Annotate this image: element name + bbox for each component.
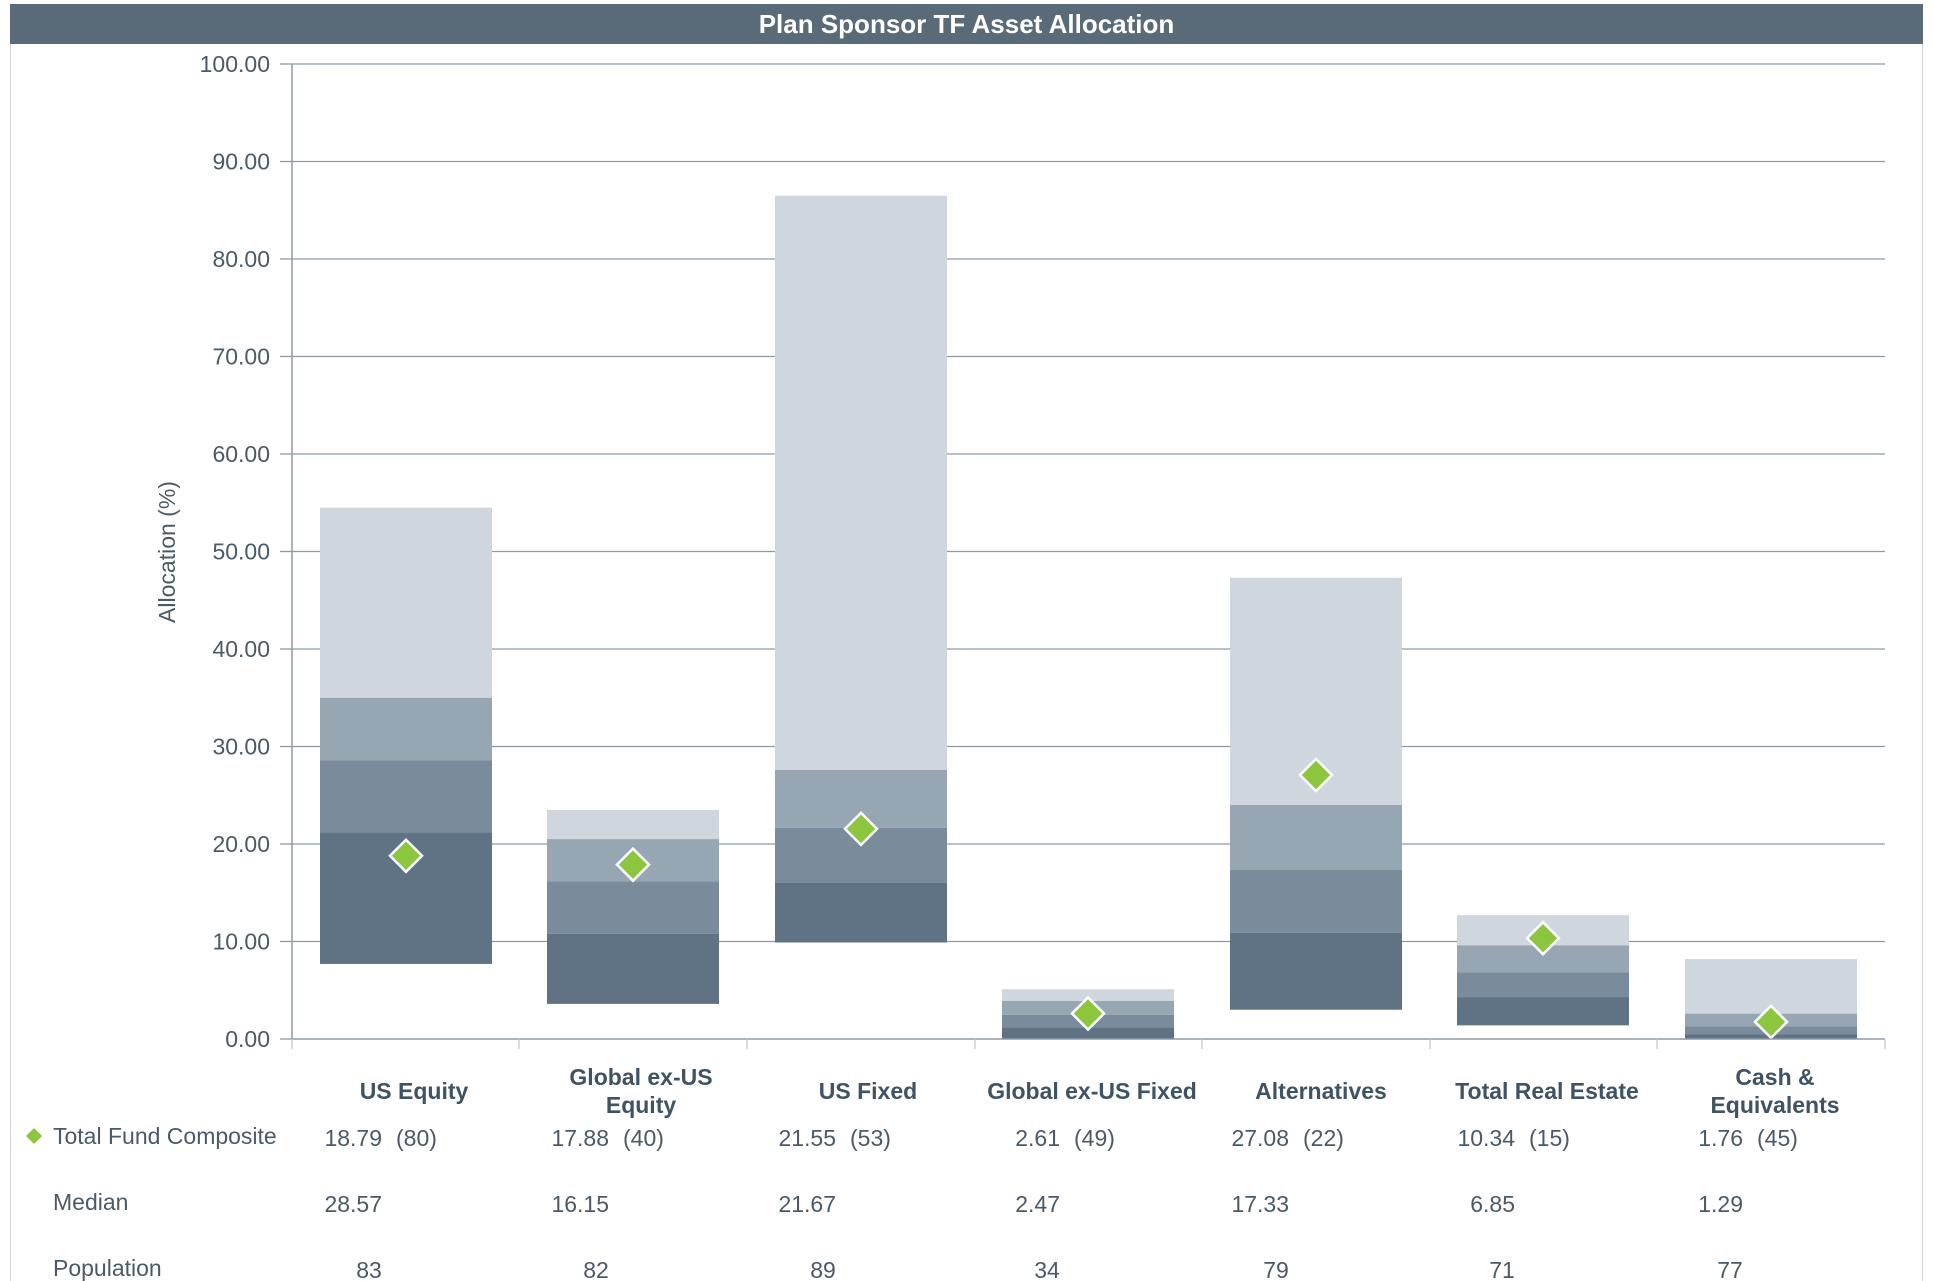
composite-markers [388,757,1789,1040]
composite-marker [1070,995,1106,1032]
category-label: Global ex-US Fixed [987,1078,1197,1104]
category-label: Cash & [1735,1064,1814,1090]
median-value: 16.15 [551,1191,609,1217]
y-axis-ticks: 0.00 10.00 20.00 30.00 40.00 50.00 60.00 70.00 8… [200,51,292,1052]
band-95-75 [547,809,719,840]
y-tick-label: 20.00 [212,831,270,857]
y-tick-label: 40.00 [212,636,270,662]
composite-marker [615,846,651,883]
y-tick-label: 30.00 [212,734,270,760]
composite-rank: (45) [1757,1125,1798,1151]
composite-value: 27.08 [1231,1125,1289,1151]
composite-rank: (49) [1074,1125,1115,1151]
composite-marker [1753,1004,1789,1040]
y-tick-label: 50.00 [212,539,270,565]
composite-marker [1525,920,1561,956]
population-value: 83 [356,1257,382,1281]
category-label: US Equity [360,1078,469,1104]
band-median-25 [1230,870,1402,933]
y-tick-label: 10.00 [212,929,270,955]
composite-marker [388,838,424,874]
band-95-75 [1002,989,1174,1001]
category-label: Equivalents [1710,1092,1839,1118]
category-label: Equity [606,1092,676,1118]
gridlines [292,63,1885,943]
row-label-composite: Total Fund Composite [53,1123,277,1149]
y-tick-label: 70.00 [212,344,270,370]
band-75-median [320,697,492,761]
band-25-5 [1457,997,1629,1026]
row-label-population: Population [53,1255,162,1281]
y-tick-label: 90.00 [212,149,270,175]
composite-value: 18.79 [324,1125,382,1151]
band-95-75 [320,507,492,698]
composite-value: 21.55 [778,1125,836,1151]
row-label-median: Median [53,1189,128,1215]
median-value: 2.47 [1015,1191,1060,1217]
median-value: 28.57 [324,1191,382,1217]
population-value: 89 [810,1257,836,1281]
band-median-25 [547,881,719,934]
composite-value: 10.34 [1457,1125,1515,1151]
chart-title: Plan Sponsor TF Asset Allocation [10,4,1923,44]
composite-rank: (80) [396,1125,437,1151]
population-value: 34 [1034,1257,1060,1281]
composite-rank: (22) [1303,1125,1344,1151]
composite-marker [1298,757,1334,793]
band-25-5 [775,883,947,943]
composite-value: 2.61 [1015,1125,1060,1151]
population-value: 71 [1489,1257,1515,1281]
composite-value: 1.76 [1698,1125,1743,1151]
composite-rank: (53) [850,1125,891,1151]
composite-legend-icon [26,1128,42,1144]
band-median-25 [1457,972,1629,998]
y-axis-label: Allocation (%) [154,481,180,623]
y-tick-label: 100.00 [200,51,270,77]
y-tick-label: 60.00 [212,441,270,467]
band-75-median [1230,805,1402,871]
percentile-bars [320,195,1857,1039]
y-tick-label: 80.00 [212,246,270,272]
y-tick-label: 0.00 [225,1026,270,1052]
band-95-75 [775,195,947,770]
category-label: Total Real Estate [1455,1078,1639,1104]
population-value: 79 [1263,1257,1289,1281]
axes [291,64,1886,1049]
median-value: 21.67 [778,1191,836,1217]
population-value: 77 [1717,1257,1743,1281]
median-value: 17.33 [1231,1191,1289,1217]
category-label: US Fixed [819,1078,917,1104]
frame-left-border [10,44,11,1281]
frame-right-border [1922,44,1923,1281]
band-25-5 [1002,1027,1174,1039]
band-25-5 [1230,932,1402,1010]
stats-table: 18.79 (80) 28.57 83 17.88 (40) 16.15 82 21.55 (53… [26,1123,1798,1281]
composite-marker [843,811,879,847]
composite-rank: (15) [1529,1125,1570,1151]
category-label: Global ex-US [569,1064,712,1090]
median-value: 6.85 [1470,1191,1515,1217]
band-median-25 [320,760,492,833]
composite-rank: (40) [623,1125,664,1151]
composite-value: 17.88 [551,1125,609,1151]
category-label: Alternatives [1255,1078,1387,1104]
band-25-5 [547,933,719,1004]
median-value: 1.29 [1698,1191,1743,1217]
population-value: 82 [583,1257,609,1281]
